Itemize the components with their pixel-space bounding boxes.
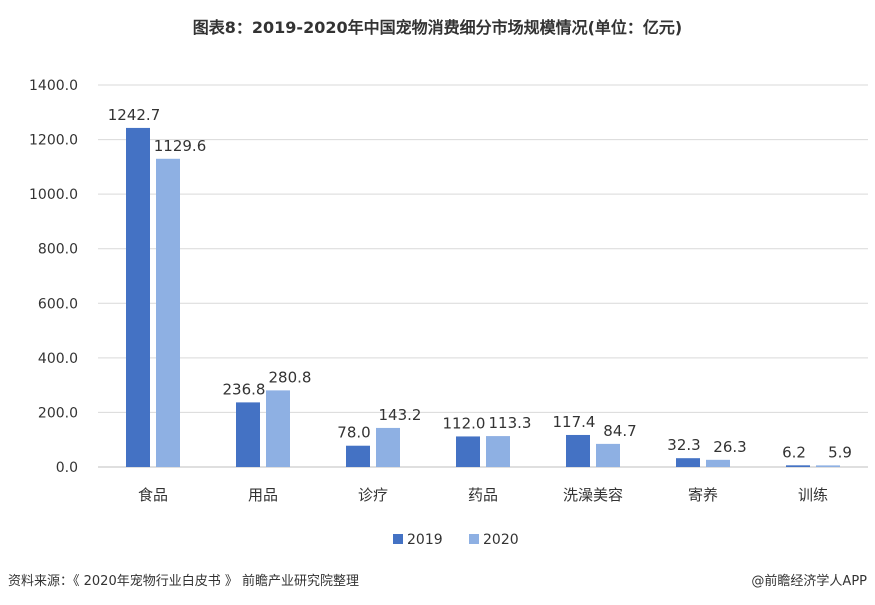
- source-note: 资料来源：《 2020年宠物行业白皮书 》 前瞻产业研究院整理: [8, 574, 359, 589]
- data-label: 1129.6: [154, 137, 207, 155]
- data-label: 78.0: [337, 424, 370, 442]
- bar-2019: [126, 127, 150, 468]
- y-tick-label: 800.0: [38, 242, 78, 258]
- bar-2019: [786, 465, 810, 467]
- data-label: 1242.7: [108, 106, 161, 124]
- x-category-label: 食品: [138, 486, 168, 504]
- bar-2020: [596, 443, 620, 467]
- data-label: 5.9: [828, 443, 852, 461]
- bar-2019: [566, 434, 590, 467]
- x-category-label: 洗澡美容: [563, 486, 623, 504]
- x-category-label: 药品: [468, 486, 498, 504]
- data-label: 26.3: [713, 438, 746, 456]
- data-label: 236.8: [223, 380, 266, 398]
- bar-2020: [266, 390, 290, 467]
- data-label: 280.8: [269, 368, 312, 386]
- legend-swatch: [393, 534, 403, 544]
- data-label: 32.3: [667, 436, 700, 454]
- y-tick-label: 400.0: [38, 351, 78, 367]
- bar-2019: [236, 402, 260, 467]
- legend-label: 2020: [483, 532, 519, 548]
- legend-swatch: [469, 534, 479, 544]
- data-label: 117.4: [553, 413, 596, 431]
- x-category-label: 寄养: [688, 486, 718, 504]
- bar-2020: [376, 427, 400, 467]
- y-tick-label: 0.0: [56, 460, 78, 476]
- data-label: 112.0: [443, 414, 486, 432]
- bar-2019: [456, 436, 480, 467]
- bar-2020: [706, 459, 730, 467]
- chart-title: 图表8：2019-2020年中国宠物消费细分市场规模情况(单位：亿元): [192, 18, 683, 37]
- data-label: 6.2: [782, 443, 806, 461]
- brand-watermark: @前瞻经济学人APP: [751, 574, 867, 589]
- bar-2020: [156, 158, 180, 467]
- data-label: 113.3: [489, 414, 532, 432]
- y-tick-label: 1200.0: [29, 133, 78, 149]
- x-category-label: 用品: [248, 486, 278, 504]
- bar-2020: [486, 436, 510, 467]
- x-category-label: 诊疗: [358, 486, 388, 504]
- bar-2020: [816, 465, 840, 467]
- y-tick-label: 200.0: [38, 405, 78, 421]
- y-tick-label: 1400.0: [29, 78, 78, 94]
- bar-2019: [346, 445, 370, 467]
- data-label: 84.7: [603, 422, 636, 440]
- bar-2019: [676, 458, 700, 467]
- y-tick-label: 1000.0: [29, 187, 78, 203]
- data-label: 143.2: [379, 406, 422, 424]
- legend-label: 2019: [407, 532, 443, 548]
- y-tick-label: 600.0: [38, 296, 78, 312]
- x-category-label: 训练: [798, 486, 828, 504]
